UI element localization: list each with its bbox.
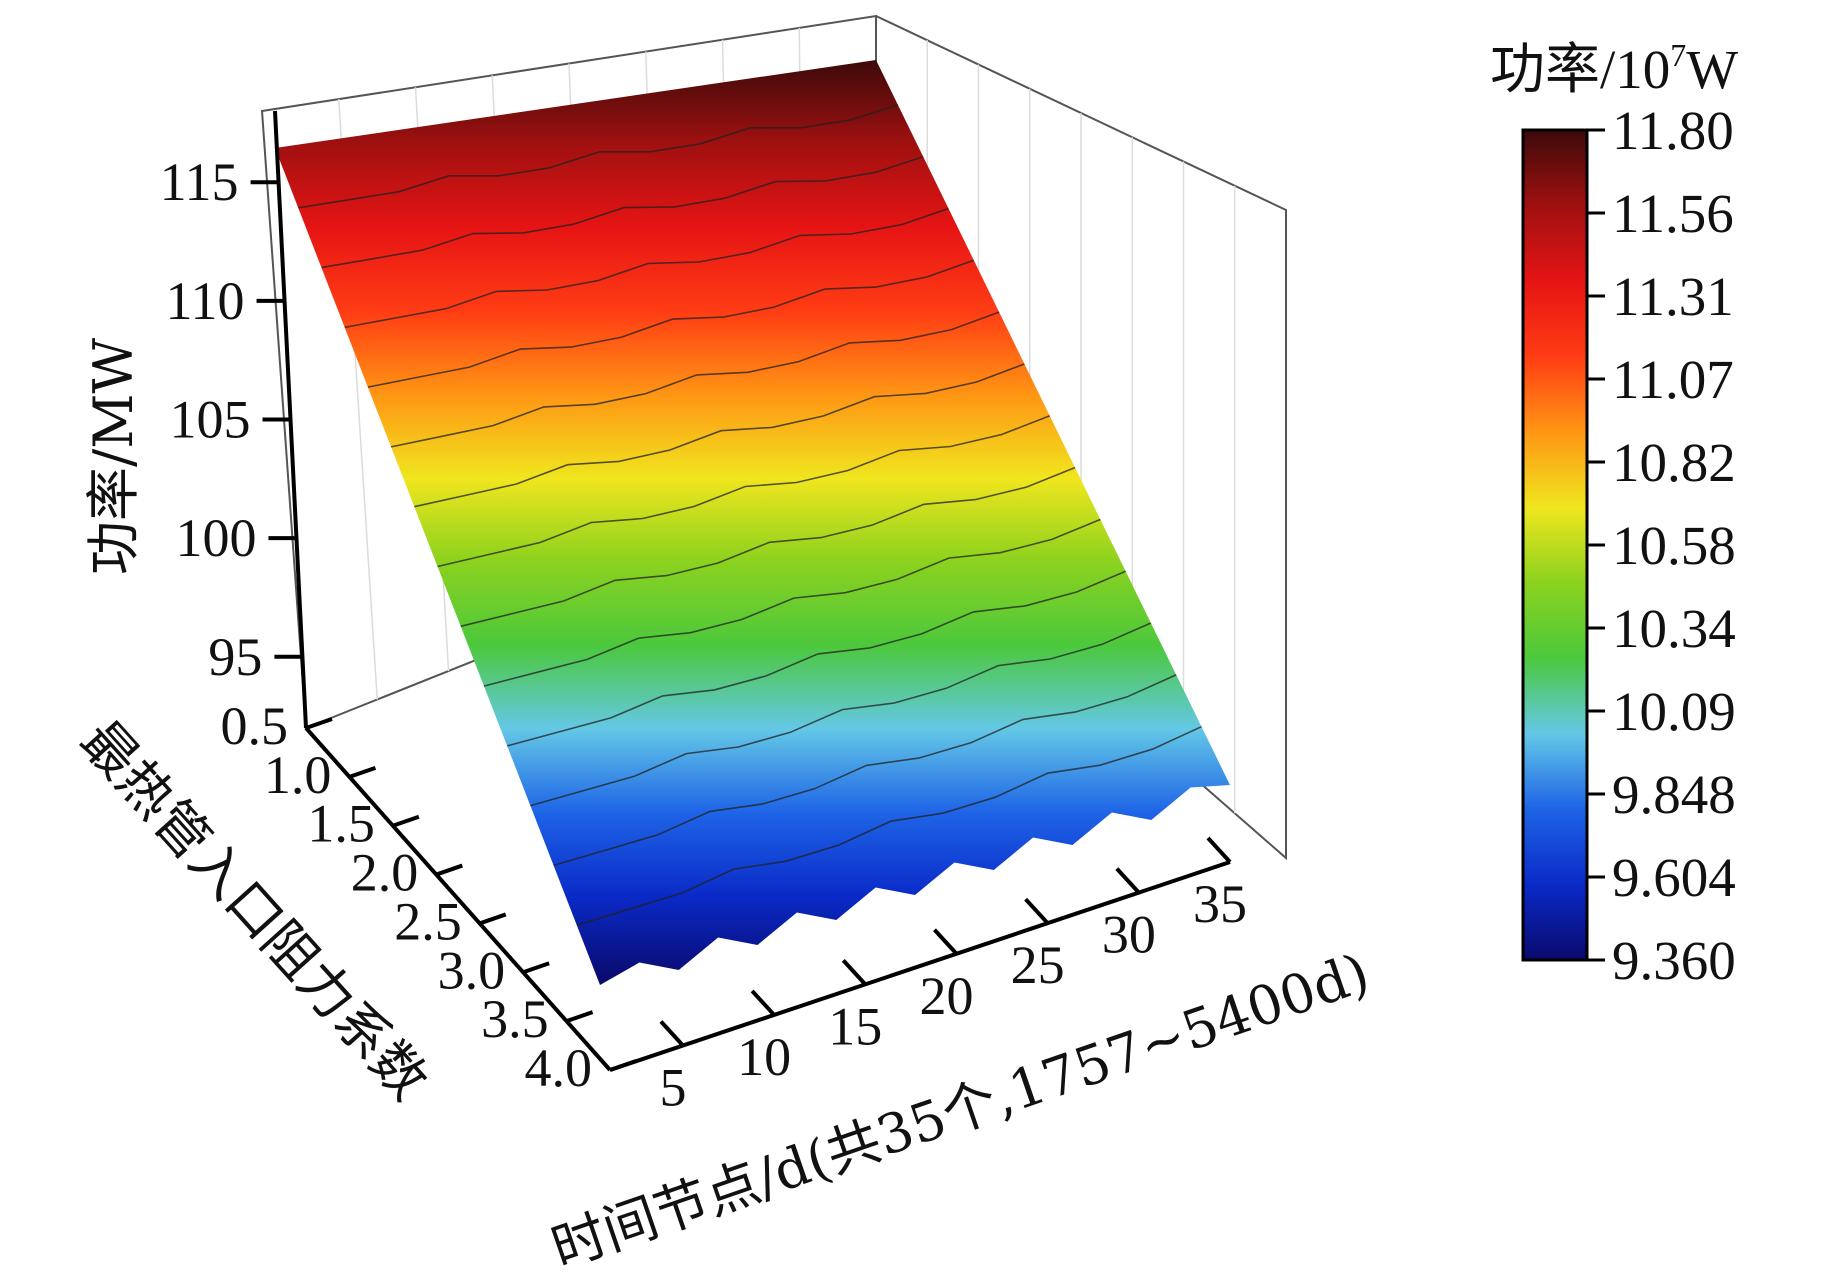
x-tick-label: 25 [1011,935,1065,995]
contour-line [367,258,978,388]
x-tick-label: 35 [1193,874,1247,934]
contour-line [506,569,1130,747]
y-tick-mark [392,814,420,828]
y-axis-line [304,726,612,1072]
x-tick-mark [1115,867,1141,894]
x-tick-label: 30 [1102,905,1156,965]
colorbar-ticks: 11.80 11.56 11.31 11.07 10.82 10.58 10.34 10.09… [1587,100,1736,991]
contour-line [553,672,1180,867]
contour-line [530,620,1155,807]
y-tick-label: 0.5 [221,696,289,756]
contour-line [483,517,1104,687]
y-tick-label: 1.0 [264,745,332,805]
z-tick-label: 110 [166,271,245,331]
x-tick-mark [1206,836,1232,864]
z-tick-label: 115 [160,152,239,212]
x-tick-label: 15 [828,996,882,1056]
x-tick-label: 5 [659,1058,686,1118]
colorbar-tick-label: 10.09 [1612,681,1736,742]
y-tick-mark [479,912,507,926]
y-tick-mark [435,863,463,877]
contour-line [437,413,1054,568]
z-tick-label: 100 [175,508,256,568]
y-tick-mark [348,765,377,779]
colorbar-tick-label: 10.58 [1612,515,1736,576]
z-axis-label: 功率/MW [82,338,145,575]
colorbar-tick-label: 9.848 [1612,764,1736,825]
contour-line [321,154,927,269]
y-tick-mark [565,1010,594,1024]
z-axis-ticks: 95 100 105 110 115 [160,152,303,687]
contour-line [298,103,902,209]
y-tick-label: 2.0 [351,843,419,903]
colorbar-title: 功率/107W [1490,37,1738,100]
y-axis-ticks: 0.51.01.52.02.53.03.54.0 [221,696,637,1098]
y-tick-mark [522,961,550,975]
y-tick-mark [609,1059,637,1072]
y-tick-mark [305,717,333,730]
y-tick-label: 3.5 [481,989,549,1049]
y-tick-label: 2.5 [394,891,462,951]
contour-line [414,361,1028,508]
x-axis-line [609,860,1231,1072]
colorbar-tick-label: 11.07 [1612,349,1734,410]
x-tick-mark [659,1020,685,1047]
x-tick-mark [932,928,958,956]
x-tick-mark [841,959,867,986]
colorbar-tick-label: 10.82 [1612,432,1736,493]
contour-line [460,465,1079,628]
x-axis-ticks: 5 10 15 20 25 30 35 [659,836,1247,1118]
colorbar-tick-label: 11.56 [1612,183,1734,244]
colorbar-tick-label: 11.31 [1612,266,1734,327]
x-tick-label: 10 [737,1027,791,1087]
colorbar-gradient [1521,128,1589,962]
contour-lines [298,103,1206,926]
colorbar-tick-label: 9.360 [1612,930,1736,991]
colorbar-tick-label: 10.34 [1612,598,1736,659]
colorbar-tick-label: 11.80 [1612,100,1734,161]
surface [275,60,1230,985]
z-tick-label: 105 [170,390,251,450]
contour-line [576,724,1206,926]
y-tick-label: 3.0 [438,940,506,1000]
y-tick-label: 4.0 [525,1038,593,1098]
x-tick-mark [750,989,776,1017]
x-tick-mark [1024,897,1050,925]
colorbar: 功率/107W 11.80 11.56 11.31 11.07 10.82 10.58 10… [1490,37,1738,991]
x-tick-label: 20 [919,966,973,1026]
y-axis-label: 最热管入口阻力系数 [68,709,440,1112]
contour-line [390,310,1003,448]
contour-line [344,206,953,329]
colorbar-tick-label: 9.604 [1612,847,1736,908]
z-tick-label: 95 [208,627,262,687]
y-tick-label: 1.5 [307,794,375,854]
